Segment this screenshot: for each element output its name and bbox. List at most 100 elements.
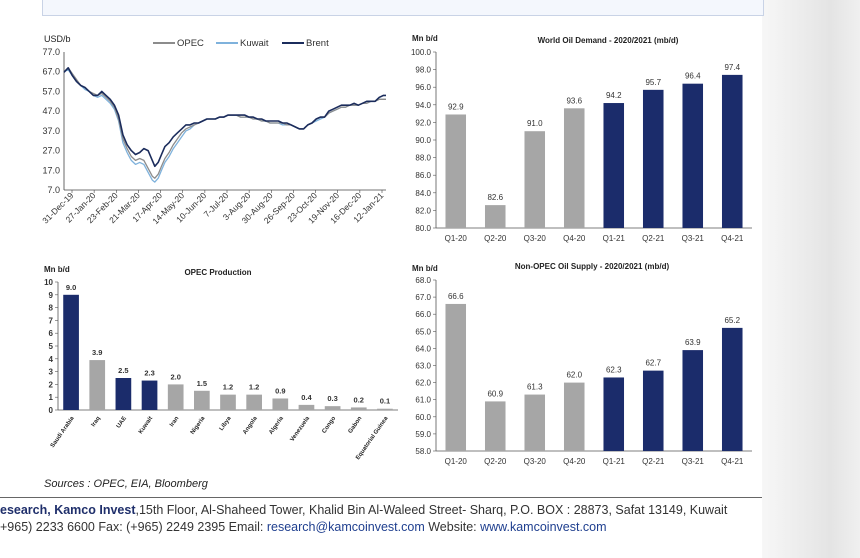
opec-prod-ytick: 5 xyxy=(49,342,54,351)
opec-prod-ytick: 6 xyxy=(49,329,54,338)
non-opec-data-label: 60.9 xyxy=(487,389,503,398)
demand-category: Q4-20 xyxy=(563,234,586,243)
footer-address-text: ,15th Floor, Al-Shaheed Tower, Khalid Bi… xyxy=(135,503,728,517)
non-opec-ytick: 65.0 xyxy=(415,327,431,336)
footer-contact: +965) 2233 6600 Fax: (+965) 2249 2395 Em… xyxy=(0,520,607,534)
opec-prod-bar xyxy=(89,360,106,410)
footer-company: esearch, Kamco Invest xyxy=(0,503,136,517)
opec-prod-data-label: 0.2 xyxy=(354,395,364,404)
non-opec-data-label: 61.3 xyxy=(527,383,543,392)
opec-prod-bar xyxy=(167,384,184,410)
demand-bar xyxy=(563,108,585,228)
non-opec-category: Q1-20 xyxy=(445,457,468,466)
line-chart-ytick: 57.0 xyxy=(42,86,60,96)
opec-prod-ytick: 9 xyxy=(49,291,54,300)
opec-prod-ytick: 0 xyxy=(49,406,54,415)
opec-prod-category: Iran xyxy=(169,415,180,428)
opec-prod-data-label: 2.0 xyxy=(170,372,180,381)
opec-prod-category: Iraq xyxy=(91,415,102,428)
non-opec-ytick: 58.0 xyxy=(415,447,431,456)
non-opec-ytick: 64.0 xyxy=(415,344,431,353)
legend-label-opec: OPEC xyxy=(177,38,204,49)
opec-prod-data-label: 9.0 xyxy=(66,283,76,292)
series-line-opec xyxy=(63,67,386,179)
opec-prod-category: Congo xyxy=(321,415,337,434)
opec-prod-category: Venezuela xyxy=(290,415,312,443)
non-opec-ytick: 60.0 xyxy=(415,413,431,422)
demand-bar xyxy=(721,74,743,228)
demand-title: World Oil Demand - 2020/2021 (mb/d) xyxy=(538,36,679,45)
demand-category: Q3-21 xyxy=(682,234,705,243)
line-chart-ytick: 47.0 xyxy=(42,106,60,116)
non-opec-category: Q4-21 xyxy=(721,457,744,466)
demand-bar xyxy=(642,89,664,228)
opec-prod-ylabel: Mn b/d xyxy=(44,265,70,274)
opec-prod-data-label: 2.3 xyxy=(144,369,154,378)
opec-prod-bar xyxy=(63,294,79,410)
demand-data-label: 94.2 xyxy=(606,91,622,100)
non-opec-data-label: 62.0 xyxy=(566,371,582,380)
report-page xyxy=(0,0,762,558)
non-opec-ytick: 59.0 xyxy=(415,430,431,439)
opec-prod-title: OPEC Production xyxy=(184,268,251,277)
series-line-brent xyxy=(63,67,386,168)
opec-prod-data-label: 1.5 xyxy=(197,379,207,388)
footer-phone-fax: +965) 2233 6600 Fax: (+965) 2249 2395 Em… xyxy=(0,520,267,534)
top-panel-border xyxy=(42,0,764,16)
footer-address: esearch, Kamco Invest,15th Floor, Al-Sha… xyxy=(0,503,727,517)
demand-category: Q2-20 xyxy=(484,234,507,243)
non-opec-ytick: 66.0 xyxy=(415,310,431,319)
non-opec-bar xyxy=(603,377,625,451)
demand-ytick: 82.0 xyxy=(415,206,431,215)
demand-data-label: 82.6 xyxy=(487,193,503,202)
opec-prod-category: Gabon xyxy=(348,415,364,434)
opec-prod-bar xyxy=(141,380,158,410)
demand-ytick: 100.0 xyxy=(411,48,432,57)
demand-data-label: 96.4 xyxy=(685,72,701,81)
line-chart-ytick: 27.0 xyxy=(42,146,60,156)
opec-prod-data-label: 0.9 xyxy=(275,386,285,395)
opec-prod-bar xyxy=(324,406,341,410)
demand-ytick: 96.0 xyxy=(415,83,431,92)
opec-prod-data-label: 1.2 xyxy=(223,383,233,392)
opec-prod-bar xyxy=(194,390,210,410)
footer-website-label: Website: xyxy=(424,520,481,534)
non-opec-category: Q3-20 xyxy=(524,457,547,466)
non-opec-category: Q2-20 xyxy=(484,457,507,466)
non-opec-ytick: 68.0 xyxy=(415,276,431,285)
opec-prod-ytick: 10 xyxy=(44,278,53,287)
non-opec-data-label: 62.3 xyxy=(606,365,622,374)
opec-prod-data-label: 0.1 xyxy=(380,397,390,406)
demand-category: Q4-21 xyxy=(721,234,744,243)
opec-prod-ytick: 8 xyxy=(49,304,54,313)
demand-category: Q1-20 xyxy=(445,234,468,243)
non-opec-data-label: 66.6 xyxy=(448,292,464,301)
opec-prod-bar xyxy=(220,394,236,410)
opec-prod-ytick: 1 xyxy=(49,393,54,402)
demand-data-label: 97.4 xyxy=(724,63,740,72)
non-opec-data-label: 62.7 xyxy=(645,359,661,368)
line-chart-ytick: 37.0 xyxy=(42,126,60,136)
demand-bar xyxy=(603,103,625,228)
opec-prod-bar xyxy=(350,407,367,410)
line-chart-ytick: 17.0 xyxy=(42,165,60,175)
non-opec-ylabel: Mn b/d xyxy=(412,264,438,273)
page-margin xyxy=(762,0,860,558)
website-link[interactable]: www.kamcoinvest.com xyxy=(480,520,607,534)
opec-prod-data-label: 2.5 xyxy=(118,366,128,375)
non-opec-bar xyxy=(524,394,546,451)
demand-data-label: 95.7 xyxy=(645,78,661,87)
line-chart-ytick: 7.0 xyxy=(47,185,60,195)
non-opec-title: Non-OPEC Oil Supply - 2020/2021 (mb/d) xyxy=(515,262,670,271)
non-opec-category: Q2-21 xyxy=(642,457,665,466)
demand-category: Q2-21 xyxy=(642,234,665,243)
line-chart-ytick: 67.0 xyxy=(42,67,60,77)
opec-prod-category: UAE xyxy=(116,416,128,430)
demand-category: Q3-20 xyxy=(524,234,547,243)
email-link[interactable]: research@kamcoinvest.com xyxy=(266,520,425,534)
sources-note: Sources : OPEC, EIA, Bloomberg xyxy=(44,478,208,490)
opec-prod-data-label: 0.3 xyxy=(327,394,337,403)
demand-bar xyxy=(524,131,546,228)
opec-prod-ytick: 4 xyxy=(49,355,54,364)
line-chart-ytick: 77.0 xyxy=(42,47,60,57)
